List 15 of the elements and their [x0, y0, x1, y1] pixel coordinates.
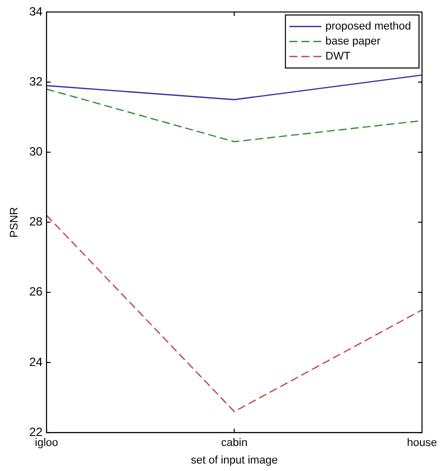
y-tick-label: 22	[29, 424, 43, 439]
y-tick-label: 26	[29, 284, 43, 299]
x-tick-label: cabin	[221, 437, 248, 450]
legend-label: DWT	[325, 50, 351, 63]
x-axis-title: set of input image	[190, 454, 278, 466]
legend-label: proposed method	[325, 20, 412, 33]
y-tick-label: 32	[29, 74, 43, 88]
y-tick-label: 30	[29, 144, 43, 159]
legend-label: base paper	[325, 36, 381, 48]
x-tick-label: house	[407, 437, 438, 450]
y-tick-label: 34	[29, 4, 43, 18]
y-tick-label: 24	[29, 354, 43, 369]
y-tick-label: 28	[29, 214, 43, 229]
x-tick-label: igloo	[34, 437, 58, 450]
y-axis-title: PSNR	[8, 206, 21, 238]
